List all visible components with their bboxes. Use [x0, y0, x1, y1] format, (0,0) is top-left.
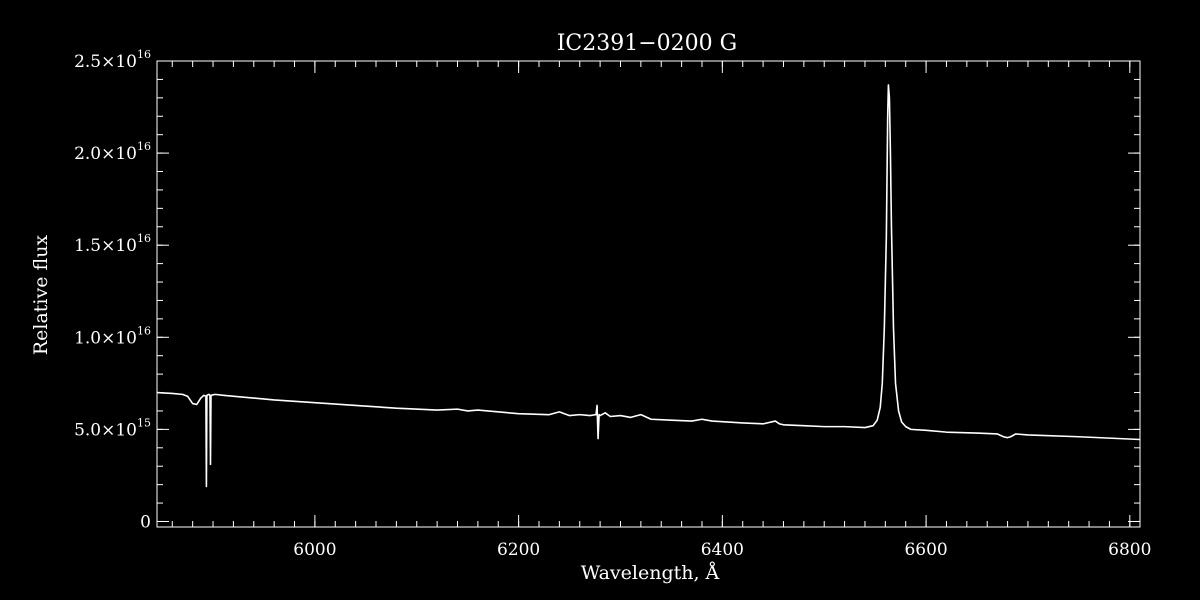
y-tick-label: 0 [140, 512, 151, 532]
series-layer [156, 84, 1141, 488]
axis-ticks-layer [157, 60, 1140, 527]
plot-frame [156, 60, 1141, 528]
chart-title: IC2391−0200 G [557, 31, 738, 56]
x-axis-label: Wavelength, Å [581, 562, 720, 584]
spectrum-line [156, 84, 1141, 488]
tick-labels-layer: 6000 6200 6400 6600 6800 0 5.0×1015 1.0×1016 1.5… [74, 48, 1151, 560]
y-tick-label: 2.0×1016 [74, 140, 151, 164]
x-tick-label: 6800 [1108, 540, 1151, 560]
x-tick-label: 6400 [701, 540, 744, 560]
x-tick-label: 6200 [497, 540, 540, 560]
x-tick-label: 6000 [293, 540, 336, 560]
y-axis-label: Relative flux [30, 235, 52, 356]
plot-frame-layer [156, 60, 1141, 528]
x-tick-label: 6600 [904, 540, 947, 560]
y-tick-label: 2.5×1016 [74, 48, 151, 72]
y-tick-label: 1.5×1016 [74, 232, 151, 256]
y-tick-label: 1.0×1016 [74, 324, 151, 348]
y-tick-label: 5.0×1015 [74, 416, 151, 440]
